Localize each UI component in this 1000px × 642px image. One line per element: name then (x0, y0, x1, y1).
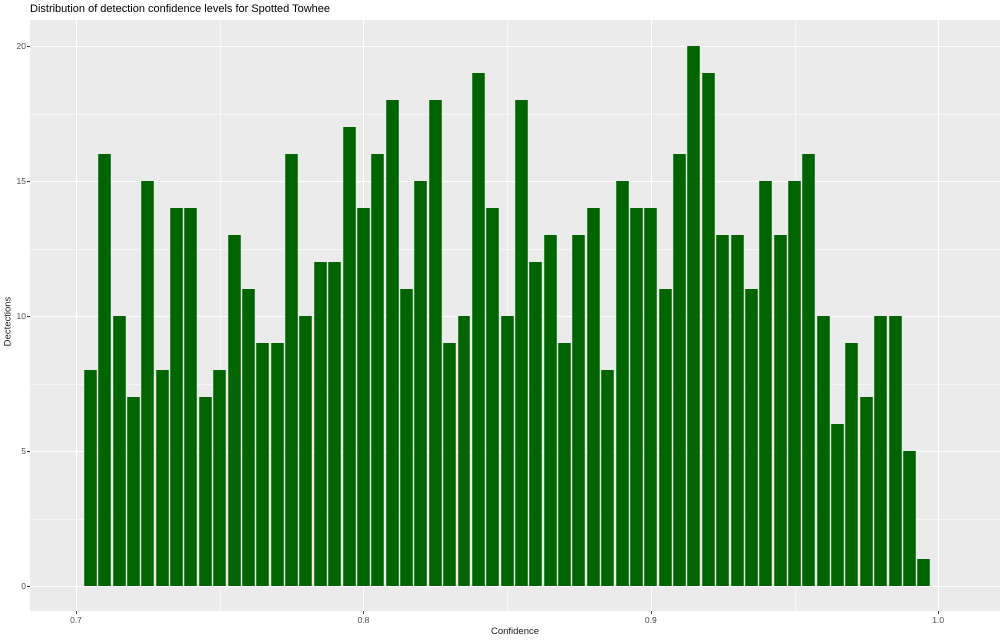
histogram-bar (285, 154, 299, 586)
histogram-bar (701, 73, 715, 586)
x-tick-label: 1.0 (932, 615, 945, 625)
histogram-bar (788, 181, 801, 586)
gridline-major (30, 46, 1000, 47)
y-tick-label: 10 (16, 311, 26, 321)
histogram-bar (773, 235, 787, 586)
histogram-bar (529, 262, 543, 586)
x-tick-mark (938, 611, 940, 614)
x-tick-label: 0.8 (357, 615, 370, 625)
x-tick-mark (363, 611, 365, 614)
histogram-bar (299, 316, 313, 586)
gridline-minor (507, 20, 509, 611)
plot-panel (30, 20, 1000, 611)
histogram-bar (917, 559, 931, 586)
histogram-bar (486, 208, 500, 586)
histogram-bar (98, 154, 112, 586)
histogram-bar (270, 343, 284, 586)
histogram-bar (687, 46, 701, 586)
histogram-bar (256, 343, 270, 586)
histogram-bar (141, 181, 155, 586)
y-axis-label: Dectections (2, 296, 14, 347)
y-tick-mark (27, 586, 30, 587)
histogram-bar (816, 316, 830, 586)
y-tick-mark (27, 451, 30, 452)
histogram-bar (328, 262, 342, 586)
histogram-bar (859, 397, 873, 586)
histogram-bar (874, 316, 888, 586)
histogram-bar (888, 316, 902, 586)
y-tick-label: 5 (21, 446, 26, 456)
histogram-bar (658, 289, 672, 586)
histogram-bar (500, 316, 514, 586)
histogram-bar (471, 73, 485, 586)
histogram-bar (615, 181, 629, 586)
histogram-bar (845, 343, 859, 586)
histogram-bar (443, 343, 457, 586)
histogram-bar (356, 208, 370, 586)
gridline-major (76, 20, 77, 611)
histogram-bar (601, 370, 615, 586)
histogram-bar (572, 235, 586, 586)
gridline-major (938, 20, 940, 611)
histogram-bar (227, 235, 241, 586)
histogram-bar (586, 208, 600, 586)
gridline-minor (219, 20, 221, 611)
histogram-bar (558, 343, 572, 586)
histogram-bar (126, 397, 140, 586)
histogram-bar (543, 235, 557, 586)
histogram-bar (730, 235, 744, 586)
histogram-bar (428, 100, 442, 586)
y-tick-label: 0 (21, 581, 26, 591)
histogram-bar (673, 154, 687, 586)
chart-title: Distribution of detection confidence lev… (30, 3, 331, 15)
histogram-bar (83, 370, 97, 586)
histogram-bar (457, 316, 471, 586)
histogram-bar (759, 181, 773, 586)
histogram-bar (744, 289, 758, 586)
histogram-bar (414, 181, 428, 586)
histogram-bar (644, 208, 658, 586)
x-tick-label: 0.9 (644, 615, 657, 625)
histogram-bar (629, 208, 643, 586)
y-tick-mark (27, 181, 30, 182)
histogram-bar (400, 289, 413, 586)
histogram-bar (184, 208, 198, 586)
x-tick-mark (650, 611, 652, 614)
histogram-bar (371, 154, 385, 586)
histogram-bar (198, 397, 212, 586)
histogram-bar (831, 424, 845, 586)
x-axis-label: Confidence (490, 626, 540, 637)
x-tick-label: 0.7 (70, 615, 82, 625)
histogram-bar (313, 262, 327, 586)
y-tick-label: 20 (16, 41, 26, 51)
histogram-bar (385, 100, 399, 586)
histogram-bar (213, 370, 227, 586)
y-tick-label: 15 (16, 176, 26, 186)
histogram-bar (514, 100, 528, 586)
histogram-bar (802, 154, 816, 586)
histogram-bar (155, 370, 169, 586)
gridline-major (30, 586, 1000, 587)
histogram-bar (170, 208, 184, 586)
histogram-bar (241, 289, 255, 586)
histogram-bar (716, 235, 730, 586)
histogram-bar (112, 316, 126, 586)
y-tick-mark (27, 316, 30, 317)
x-tick-mark (76, 611, 77, 614)
histogram-bar (902, 451, 916, 586)
histogram-bar (342, 127, 356, 586)
y-tick-mark (27, 46, 30, 47)
